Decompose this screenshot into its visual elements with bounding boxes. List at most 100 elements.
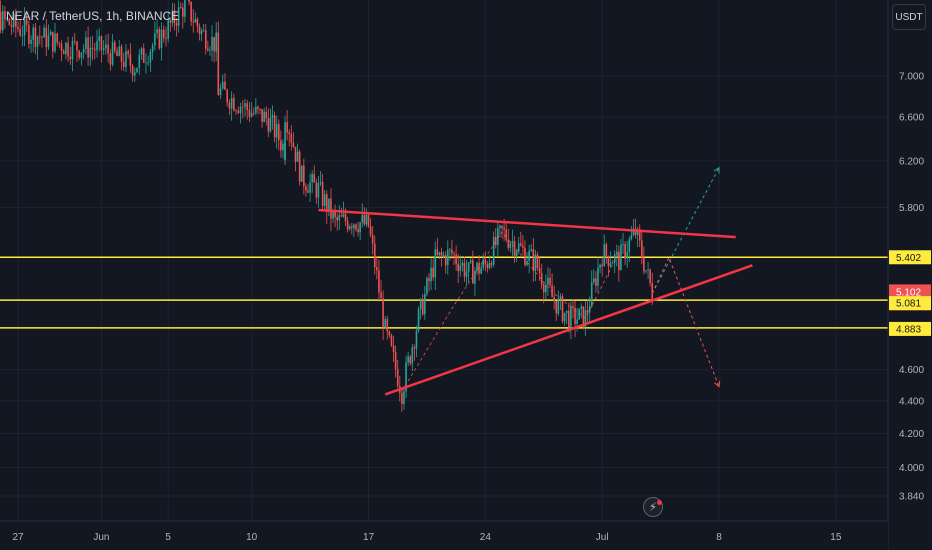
candle-body <box>160 29 163 49</box>
level-badge-bg <box>889 321 931 336</box>
candle-body <box>461 262 464 266</box>
candle-body <box>365 214 368 225</box>
candle-body <box>330 198 332 219</box>
x-tick-label: Jul <box>596 532 609 543</box>
candle-body <box>511 241 514 244</box>
candle-body <box>100 36 103 51</box>
candle-body <box>645 270 647 272</box>
candle-body <box>336 217 339 221</box>
candle-body <box>620 244 622 271</box>
candle-body <box>87 37 89 58</box>
candle-body <box>376 267 378 271</box>
candle-body <box>67 42 69 57</box>
x-tick-label: 17 <box>363 532 375 543</box>
candle-body <box>80 52 83 58</box>
candle-body <box>228 102 231 109</box>
candle-body <box>649 269 651 284</box>
candle-body <box>290 134 293 143</box>
candle-body <box>321 181 324 206</box>
candle-body <box>530 249 533 251</box>
candle-body <box>261 109 263 122</box>
candle-body <box>149 51 152 63</box>
currency-button[interactable]: USDT <box>892 4 926 30</box>
candle-body <box>371 234 374 244</box>
horizontal-levels <box>0 256 888 329</box>
candle-body <box>394 351 397 369</box>
candle-body <box>476 262 478 272</box>
candle-body <box>572 306 574 308</box>
candle-body <box>93 49 96 51</box>
candle-body <box>590 282 593 307</box>
candle-body <box>111 42 114 65</box>
candle-body <box>171 10 174 23</box>
candle-body <box>557 298 560 314</box>
candle-body <box>118 46 121 56</box>
candle-body <box>497 228 499 245</box>
x-tick-label: 8 <box>716 532 722 543</box>
candle-body <box>609 263 612 267</box>
candle-body <box>499 225 501 229</box>
candle-body <box>230 97 233 109</box>
candle-body <box>363 215 366 225</box>
candle-body <box>355 224 357 230</box>
candle-body <box>486 264 489 268</box>
candle-body <box>136 67 138 73</box>
candle-body <box>490 263 493 265</box>
candle-body <box>484 259 487 265</box>
candle-body <box>175 23 178 26</box>
candle-body <box>565 310 568 313</box>
candle-body <box>98 36 101 42</box>
candle-body <box>134 72 136 76</box>
candle-body <box>34 27 37 47</box>
candle-body <box>536 254 539 269</box>
candle-body <box>457 263 460 272</box>
candle-body <box>267 118 270 132</box>
candle-body <box>239 106 242 113</box>
level-badge: 4.883 <box>896 324 921 335</box>
candle-body <box>311 174 313 183</box>
candle-body <box>184 0 186 17</box>
candle-body <box>257 106 259 109</box>
candle-body <box>325 194 328 213</box>
candle-body <box>54 33 56 52</box>
candle-body <box>102 48 105 51</box>
candle-body <box>198 26 201 34</box>
candle-body <box>269 117 272 132</box>
candle-body <box>200 30 203 34</box>
x-tick-label: 10 <box>246 532 258 543</box>
candle-body <box>567 310 570 330</box>
candle-body <box>338 215 341 221</box>
candle-body <box>38 36 41 38</box>
candle-body <box>553 297 555 302</box>
trendlines <box>318 208 753 396</box>
candle-body <box>353 224 355 229</box>
candle-body <box>0 11 2 31</box>
candle-body <box>303 165 305 187</box>
candle-body <box>317 183 320 198</box>
candle-body <box>613 254 616 263</box>
candle-body <box>30 39 32 44</box>
time-axis-panel[interactable] <box>0 521 888 550</box>
level-badge-bg <box>889 250 931 265</box>
candle-body <box>386 319 389 332</box>
candle-body <box>85 37 87 50</box>
price-axis-panel[interactable] <box>888 0 932 550</box>
candle-body <box>28 24 30 44</box>
candle-body <box>226 89 228 103</box>
candle-body <box>328 198 330 213</box>
candle-body <box>528 250 530 262</box>
candle-body <box>129 54 132 66</box>
candle-body <box>263 111 265 122</box>
candle-body <box>578 308 581 320</box>
candle-body <box>540 273 543 285</box>
candle-body <box>388 331 391 336</box>
level-badge: 5.081 <box>896 299 921 310</box>
price-axis-labels: 3.840 4.000 4.200 4.400 4.600 5.800 6.200 6.600… <box>899 72 924 503</box>
projection-bullish <box>651 167 720 294</box>
candle-body <box>601 264 603 267</box>
candle-body <box>246 103 249 110</box>
candle-body <box>415 330 418 349</box>
candle-body <box>151 45 154 52</box>
